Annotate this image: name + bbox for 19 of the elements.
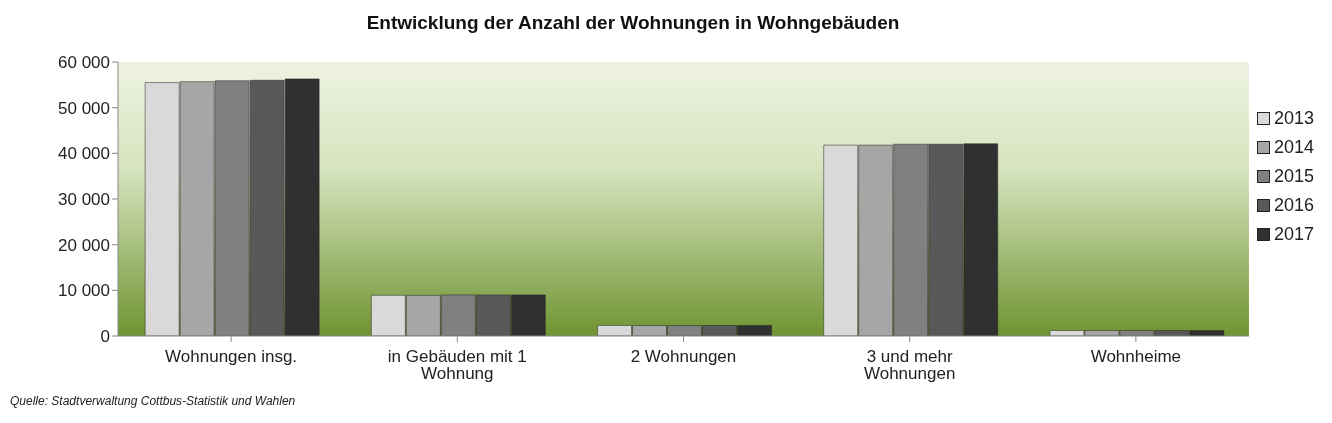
x-tick-label: Wohnheime xyxy=(1090,347,1182,367)
y-tick-label: 40 000 xyxy=(58,144,110,164)
legend-label: 2015 xyxy=(1273,166,1314,187)
x-tick-label: Wohnungen insg. xyxy=(165,347,298,367)
legend-label: 2017 xyxy=(1273,224,1314,245)
y-tick-label: 60 000 xyxy=(58,53,110,73)
x-tick-label: in Gebäuden mit 1 Wohnung xyxy=(387,347,527,384)
y-tick-label: 0 xyxy=(100,327,110,347)
x-tick-label: 3 und mehr Wohnungen xyxy=(863,347,956,384)
chart-title: Entwicklung der Anzahl der Wohnungen in Wohngebäuden xyxy=(365,12,901,34)
legend-label: 2016 xyxy=(1273,195,1314,216)
y-tick-label: 50 000 xyxy=(58,98,110,118)
legend-label: 2014 xyxy=(1273,137,1314,158)
legend-label: 2013 xyxy=(1273,108,1314,129)
x-tick-label: 2 Wohnungen xyxy=(630,347,737,367)
y-tick-label: 10 000 xyxy=(58,281,110,301)
y-tick-label: 20 000 xyxy=(58,235,110,255)
source-note: Quelle: Stadtverwaltung Cottbus-Statistik und Wahlen xyxy=(10,394,296,408)
y-tick-label: 30 000 xyxy=(58,190,110,210)
